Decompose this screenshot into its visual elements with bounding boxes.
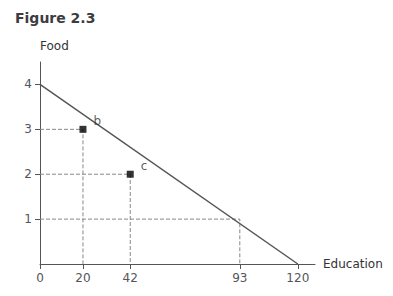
svg-text:2: 2 (24, 167, 32, 181)
svg-text:3: 3 (24, 122, 32, 136)
svg-text:Figure 2.3: Figure 2.3 (15, 10, 95, 26)
svg-text:20: 20 (75, 271, 90, 285)
svg-text:Food: Food (40, 39, 69, 53)
svg-text:4: 4 (24, 77, 32, 91)
svg-text:1: 1 (24, 212, 32, 226)
svg-text:93: 93 (232, 271, 247, 285)
svg-text:c: c (141, 159, 148, 173)
svg-text:0: 0 (36, 271, 44, 285)
svg-text:42: 42 (123, 271, 138, 285)
svg-text:Education: Education (323, 257, 383, 271)
svg-text:b: b (93, 114, 101, 128)
svg-text:120: 120 (286, 271, 309, 285)
